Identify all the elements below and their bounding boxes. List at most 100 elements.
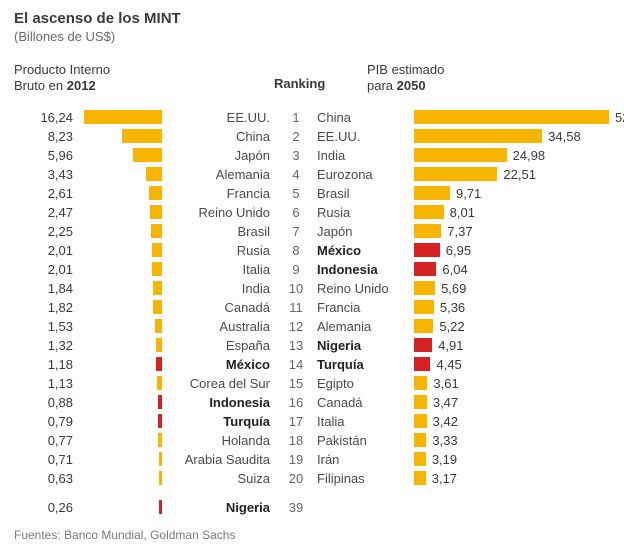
rank-number: 14	[286, 355, 306, 374]
right-country: Alemania	[317, 317, 417, 336]
right-country: Reino Unido	[317, 279, 417, 298]
right-country: Irán	[317, 450, 417, 469]
left-header-year: 2012	[67, 78, 96, 93]
left-value: 2,01	[14, 241, 79, 260]
right-bar	[414, 395, 427, 409]
left-value: 0,71	[14, 450, 79, 469]
left-country: Canadá	[164, 298, 274, 317]
table-row: 1,18México14Turquía4,45	[14, 355, 610, 374]
right-bar	[414, 300, 434, 314]
left-value: 0,63	[14, 469, 79, 488]
right-bar	[414, 148, 507, 162]
left-country: España	[164, 336, 274, 355]
rank-number: 2	[286, 127, 306, 146]
right-bar	[414, 471, 426, 485]
left-bar	[122, 129, 162, 143]
left-country: Japón	[164, 146, 274, 165]
left-country: Alemania	[164, 165, 274, 184]
table-row: 0,79Turquía17Italia3,42	[14, 412, 610, 431]
left-country: Australia	[164, 317, 274, 336]
chart-area: Producto Interno Bruto en 2012 Ranking P…	[14, 62, 610, 512]
right-bar	[414, 224, 441, 238]
right-value: 3,17	[432, 469, 457, 488]
left-country: Holanda	[164, 431, 274, 450]
left-value: 3,43	[14, 165, 79, 184]
left-country: Suiza	[164, 469, 274, 488]
left-bar	[159, 471, 162, 485]
left-country: Italia	[164, 260, 274, 279]
left-country: Indonesia	[164, 393, 274, 412]
chart-title: El ascenso de los MINT	[14, 10, 610, 27]
left-country: México	[164, 355, 274, 374]
left-bar	[159, 500, 162, 514]
left-column-header: Producto Interno Bruto en 2012	[14, 62, 154, 95]
left-country: Arabia Saudita	[164, 450, 274, 469]
table-row-extra: 0,26Nigeria39	[14, 498, 610, 517]
left-value: 0,79	[14, 412, 79, 431]
right-value: 3,19	[432, 450, 457, 469]
right-country: Francia	[317, 298, 417, 317]
right-bar	[414, 357, 430, 371]
left-bar	[150, 205, 162, 219]
left-value: 2,25	[14, 222, 79, 241]
left-country: Francia	[164, 184, 274, 203]
left-country: Reino Unido	[164, 203, 274, 222]
table-row: 2,01Rusia8México6,95	[14, 241, 610, 260]
right-country: Eurozona	[317, 165, 417, 184]
table-row: 1,32España13Nigeria4,91	[14, 336, 610, 355]
rank-number: 20	[286, 469, 306, 488]
rank-number: 3	[286, 146, 306, 165]
left-bar	[158, 433, 162, 447]
left-value: 0,26	[14, 498, 79, 517]
rank-number: 4	[286, 165, 306, 184]
right-country: Turquía	[317, 355, 417, 374]
left-value: 1,13	[14, 374, 79, 393]
table-row: 8,23China2EE.UU.34,58	[14, 127, 610, 146]
left-bar	[153, 281, 162, 295]
source-attribution: Fuentes: Banco Mundial, Goldman Sachs	[14, 528, 235, 542]
left-bar	[159, 452, 162, 466]
left-value: 2,47	[14, 203, 79, 222]
right-header-line1: PIB estimado	[367, 62, 444, 77]
rank-number: 7	[286, 222, 306, 241]
right-value: 4,45	[436, 355, 461, 374]
left-bar	[152, 262, 162, 276]
left-country: Corea del Sur	[164, 374, 274, 393]
left-value: 2,01	[14, 260, 79, 279]
right-bar	[414, 262, 436, 276]
chart-header: El ascenso de los MINT (Billones de US$)	[14, 10, 610, 44]
ranking-header: Ranking	[274, 76, 325, 91]
table-row: 1,13Corea del Sur15Egipto3,61	[14, 374, 610, 393]
rank-number: 18	[286, 431, 306, 450]
chart-subtitle: (Billones de US$)	[14, 29, 610, 44]
left-bar	[156, 338, 162, 352]
table-row: 1,84India10Reino Unido5,69	[14, 279, 610, 298]
left-value: 5,96	[14, 146, 79, 165]
right-value: 6,04	[442, 260, 467, 279]
right-country: Nigeria	[317, 336, 417, 355]
rank-number: 15	[286, 374, 306, 393]
right-country: EE.UU.	[317, 127, 417, 146]
right-header-line2-pre: para	[367, 78, 397, 93]
right-bar	[414, 376, 427, 390]
right-country: Canadá	[317, 393, 417, 412]
right-value: 6,95	[446, 241, 471, 260]
left-header-line2-pre: Bruto en	[14, 78, 67, 93]
left-bar	[158, 414, 162, 428]
left-bar	[84, 110, 162, 124]
right-country: Rusia	[317, 203, 417, 222]
right-value: 3,47	[433, 393, 458, 412]
right-bar	[414, 167, 497, 181]
left-value: 1,84	[14, 279, 79, 298]
table-row: 16,24EE.UU.1China52,62	[14, 108, 610, 127]
rank-number: 10	[286, 279, 306, 298]
left-value: 2,61	[14, 184, 79, 203]
right-value: 3,61	[433, 374, 458, 393]
right-bar	[414, 452, 426, 466]
table-row: 2,47Reino Unido6Rusia8,01	[14, 203, 610, 222]
table-row: 0,63Suiza20Filipinas3,17	[14, 469, 610, 488]
right-country: México	[317, 241, 417, 260]
table-row: 3,43Alemania4Eurozona22,51	[14, 165, 610, 184]
left-value: 0,77	[14, 431, 79, 450]
right-country: Japón	[317, 222, 417, 241]
